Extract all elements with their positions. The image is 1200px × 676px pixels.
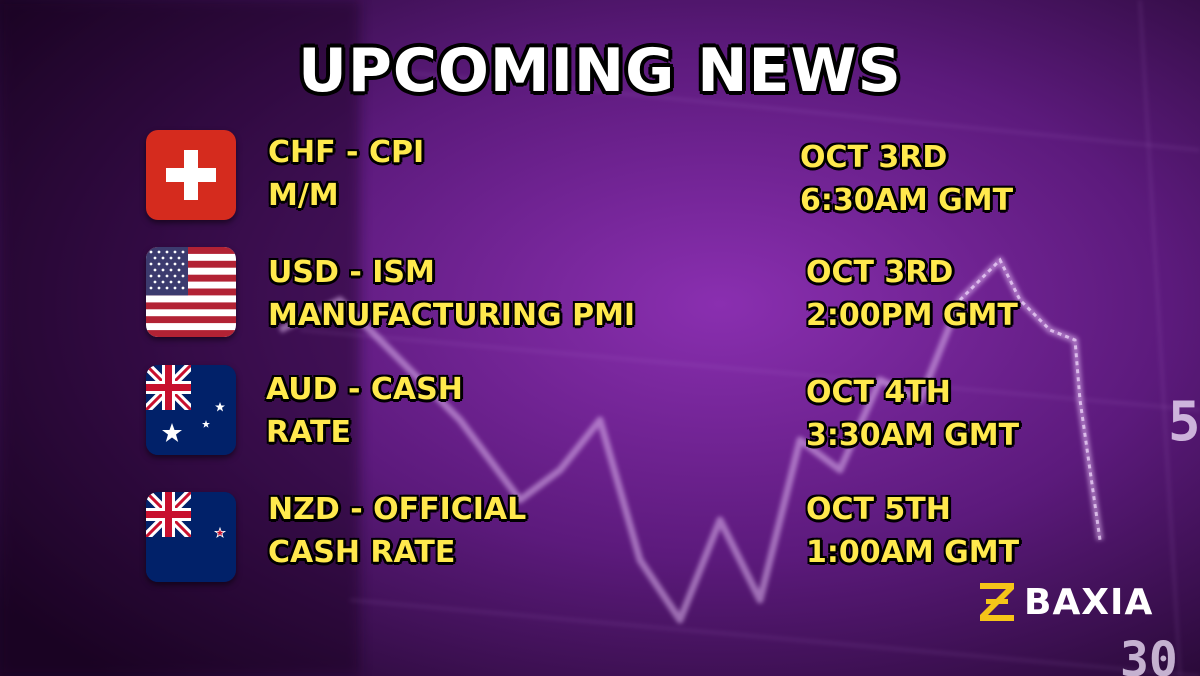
- event-time: 6:30AM GMT: [800, 183, 1014, 218]
- page-title: UPCOMING NEWS: [298, 36, 902, 106]
- event-date: OCT 5TH: [806, 492, 951, 527]
- event-date: OCT 3RD: [800, 140, 948, 175]
- event-name-line2: MANUFACTURING PMI: [268, 298, 636, 333]
- event-time: 2:00PM GMT: [806, 298, 1018, 333]
- background-tick: 30: [1120, 632, 1178, 676]
- event-name-line2: CASH RATE: [268, 535, 456, 570]
- switzerland-flag-icon: [146, 130, 236, 220]
- event-datetime: OCT 4TH 3:30AM GMT: [806, 371, 1019, 457]
- event-name: CHF - CPI M/M: [268, 131, 424, 217]
- background-tick: 5: [1168, 390, 1200, 453]
- event-datetime: OCT 5TH 1:00AM GMT: [806, 488, 1019, 574]
- event-name-line1: NZD - OFFICIAL: [268, 492, 527, 527]
- event-name: USD - ISM MANUFACTURING PMI: [268, 251, 635, 337]
- brand-logo: BAXIA: [980, 581, 1154, 623]
- new-zealand-flag-icon: [146, 492, 236, 582]
- event-name-line1: AUD - CASH: [266, 372, 463, 407]
- event-date: OCT 4TH: [806, 375, 951, 410]
- event-name-line1: USD - ISM: [268, 255, 435, 290]
- event-datetime: OCT 3RD 6:30AM GMT: [800, 136, 1013, 222]
- event-name-line2: RATE: [266, 415, 351, 450]
- event-time: 1:00AM GMT: [806, 535, 1020, 570]
- event-time: 3:30AM GMT: [806, 418, 1020, 453]
- brand-name: BAXIA: [1024, 581, 1154, 623]
- baxia-logo-icon: [980, 583, 1014, 621]
- usa-flag-icon: [146, 247, 236, 337]
- event-name: AUD - CASH RATE: [266, 368, 463, 454]
- event-datetime: OCT 3RD 2:00PM GMT: [806, 251, 1018, 337]
- event-name-line2: M/M: [268, 178, 339, 213]
- event-name: NZD - OFFICIAL CASH RATE: [268, 488, 526, 574]
- event-name-line1: CHF - CPI: [268, 135, 425, 170]
- australia-flag-icon: [146, 365, 236, 455]
- event-date: OCT 3RD: [806, 255, 954, 290]
